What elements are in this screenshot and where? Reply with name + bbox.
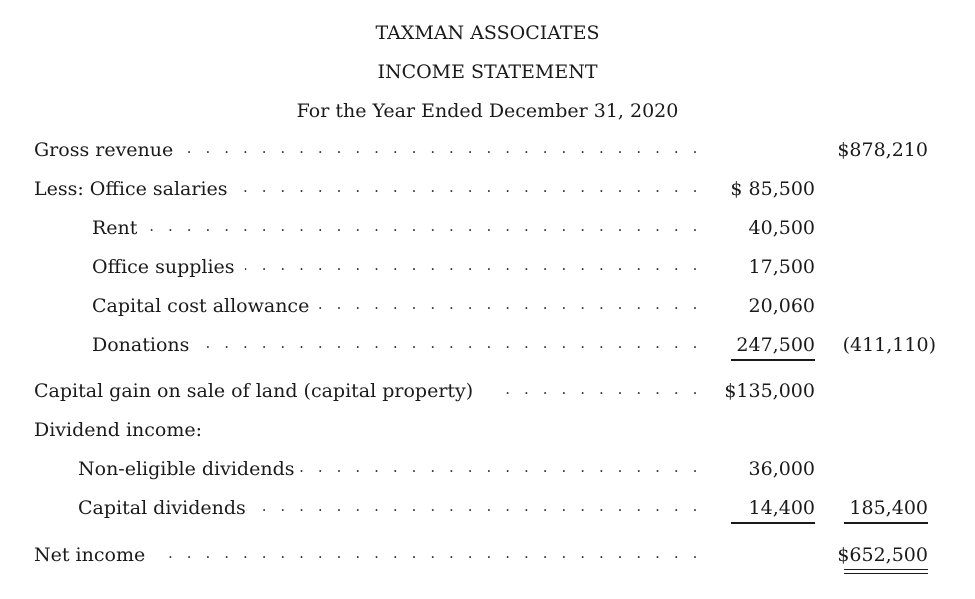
statement-period: For the Year Ended December 31, 2020 <box>296 100 679 122</box>
net-income-amount: $652,500 <box>837 544 928 566</box>
amount-detail: 20,060 <box>748 295 815 317</box>
leader-dots: . . . . . . . . . . . . . . . . . . . . … <box>490 380 702 398</box>
leader-dots: . . . . . . . . . . . . . . . . . . . . … <box>310 295 702 313</box>
table-row: Rent . . . . . . . . . . . . . . . . . .… <box>0 217 975 243</box>
subtotal-underline <box>731 522 815 524</box>
table-row: Less: Office salaries . . . . . . . . . … <box>0 178 975 204</box>
amount-detail: 36,000 <box>748 458 815 480</box>
row-label: Capital dividends <box>78 497 250 519</box>
table-row: Capital gain on sale of land (capital pr… <box>0 380 975 406</box>
leader-dots: . . . . . . . . . . . . . . . . . . . . … <box>180 139 702 157</box>
table-row: Office supplies . . . . . . . . . . . . … <box>0 256 975 282</box>
leader-dots: . . . . . . . . . . . . . . . . . . . . … <box>195 334 702 352</box>
amount-total: 185,400 <box>849 497 928 519</box>
table-row: Capital cost allowance . . . . . . . . .… <box>0 295 975 321</box>
row-label: Net income <box>34 544 150 566</box>
row-label: Capital gain on sale of land (capital pr… <box>34 380 478 402</box>
row-label: Capital cost allowance <box>92 295 314 317</box>
company-name: TAXMAN ASSOCIATES <box>375 22 600 44</box>
row-label: Office supplies <box>92 256 239 278</box>
row-label: Dividend income: <box>34 419 207 441</box>
row-label: Less: Office salaries <box>34 178 232 200</box>
amount-detail: 40,500 <box>748 217 815 239</box>
row-label: Rent <box>92 217 142 239</box>
amount-detail: 247,500 <box>736 334 815 356</box>
subtotal-underline <box>731 359 815 361</box>
table-row: Net income . . . . . . . . . . . . . . .… <box>0 544 975 570</box>
amount-total: (411,110) <box>842 334 936 356</box>
leader-dots: . . . . . . . . . . . . . . . . . . . . … <box>145 217 702 235</box>
row-label: Donations <box>92 334 194 356</box>
table-row: Non-eligible dividends . . . . . . . . .… <box>0 458 975 484</box>
amount-detail: $ 85,500 <box>730 178 815 200</box>
row-label: Gross revenue <box>34 139 178 161</box>
statement-title: INCOME STATEMENT <box>377 61 598 83</box>
amount-detail: 14,400 <box>748 497 815 519</box>
leader-dots: . . . . . . . . . . . . . . . . . . . . … <box>245 256 702 274</box>
amount-total: $878,210 <box>837 139 928 161</box>
double-underline <box>844 573 928 574</box>
table-row: Dividend income: <box>0 419 975 445</box>
table-row: Donations . . . . . . . . . . . . . . . … <box>0 334 975 360</box>
leader-dots: . . . . . . . . . . . . . . . . . . . . … <box>232 178 702 196</box>
leader-dots: . . . . . . . . . . . . . . . . . . . . … <box>296 458 702 476</box>
row-label: Non-eligible dividends <box>78 458 299 480</box>
table-row: Capital dividends . . . . . . . . . . . … <box>0 497 975 523</box>
subtotal-underline <box>844 522 928 524</box>
amount-detail: 17,500 <box>748 256 815 278</box>
double-underline <box>844 569 928 570</box>
amount-detail: $135,000 <box>724 380 815 402</box>
leader-dots: . . . . . . . . . . . . . . . . . . . . … <box>246 497 702 515</box>
leader-dots: . . . . . . . . . . . . . . . . . . . . … <box>155 544 702 562</box>
table-row: Gross revenue . . . . . . . . . . . . . … <box>0 139 975 165</box>
